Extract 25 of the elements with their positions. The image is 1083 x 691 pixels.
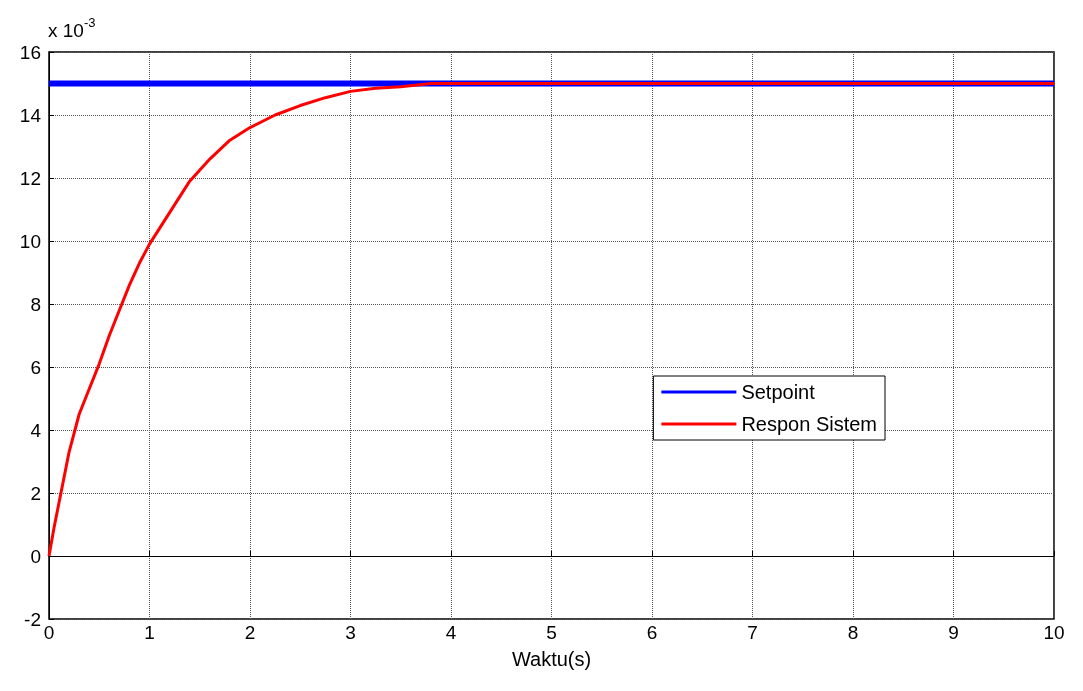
y-tick-label: -2 — [24, 608, 41, 630]
y-tick-label: 16 — [19, 41, 41, 63]
y-tick-label: 12 — [19, 167, 41, 189]
x-axis-title: Waktu(s) — [511, 648, 592, 670]
x-tick-label: 7 — [747, 622, 758, 643]
y-tick-label: 4 — [30, 419, 42, 441]
line-series — [47, 82, 1056, 558]
x-tick-label: 10 — [1043, 622, 1065, 643]
x-tick-label: 2 — [244, 622, 256, 643]
x-tick-label: 9 — [948, 622, 959, 643]
y-tick-label: 14 — [19, 104, 42, 126]
y-tick-label: 2 — [30, 482, 41, 504]
x-tick-label: 3 — [345, 622, 356, 643]
y-tick-label: 10 — [19, 230, 41, 252]
legend-label: Respon Sistem — [741, 413, 878, 435]
x-tick-label: 6 — [646, 622, 658, 643]
x-tick-label: 0 — [43, 622, 55, 643]
x-tick-label: 8 — [847, 622, 859, 643]
legend-label: Setpoint — [741, 381, 816, 403]
x-tick-label: 5 — [546, 622, 557, 643]
y-tick-label: 6 — [30, 356, 41, 378]
y-tick-label: 0 — [30, 545, 41, 567]
x-tick-label: 1 — [144, 622, 155, 643]
x-tick-label: 4 — [445, 622, 457, 643]
y-tick-label: 8 — [30, 293, 41, 315]
